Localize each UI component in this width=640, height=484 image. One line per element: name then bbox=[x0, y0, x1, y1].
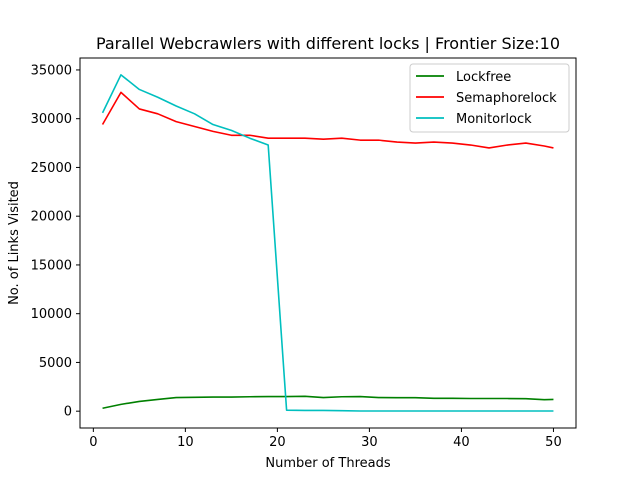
y-tick-label: 30000 bbox=[31, 112, 72, 127]
y-tick-label: 35000 bbox=[31, 63, 72, 78]
plot-lines bbox=[101, 74, 554, 412]
x-axis-label: Number of Threads bbox=[265, 456, 390, 471]
x-tick-label: 40 bbox=[453, 435, 470, 450]
y-tick-label: 15000 bbox=[31, 258, 72, 273]
y-axis: 0 5000 10000 15000 20000 25000 30000 35000 bbox=[31, 63, 80, 420]
x-axis: 0 10 20 30 40 50 bbox=[89, 428, 562, 450]
series-line-monitorlock bbox=[101, 74, 554, 412]
y-tick-label: 20000 bbox=[31, 210, 72, 225]
legend-frame bbox=[409, 63, 570, 133]
x-tick-label: 10 bbox=[177, 435, 194, 450]
plot-frame bbox=[79, 57, 577, 429]
legend: Lockfree Semaphorelock Monitorlock bbox=[409, 63, 570, 133]
chart-title: Parallel Webcrawlers with different lock… bbox=[96, 34, 560, 53]
x-tick-label: 50 bbox=[545, 435, 562, 450]
y-tick-label: 10000 bbox=[31, 307, 72, 322]
legend-items: Lockfree Semaphorelock Monitorlock bbox=[416, 70, 557, 127]
x-tick-label: 0 bbox=[89, 435, 97, 450]
x-tick-label: 30 bbox=[361, 435, 378, 450]
x-tick-label: 20 bbox=[269, 435, 286, 450]
y-tick-label: 25000 bbox=[31, 161, 72, 176]
series-line-semaphorelock bbox=[101, 91, 554, 149]
legend-label-semaphorelock: Semaphorelock bbox=[456, 91, 557, 106]
y-axis-label: No. of Links Visited bbox=[7, 181, 22, 305]
y-tick-label: 5000 bbox=[39, 356, 72, 371]
legend-label-monitorlock: Monitorlock bbox=[456, 112, 532, 127]
y-tick-label: 0 bbox=[64, 405, 72, 420]
legend-label-lockfree: Lockfree bbox=[456, 70, 511, 85]
series-line-lockfree bbox=[102, 395, 554, 410]
